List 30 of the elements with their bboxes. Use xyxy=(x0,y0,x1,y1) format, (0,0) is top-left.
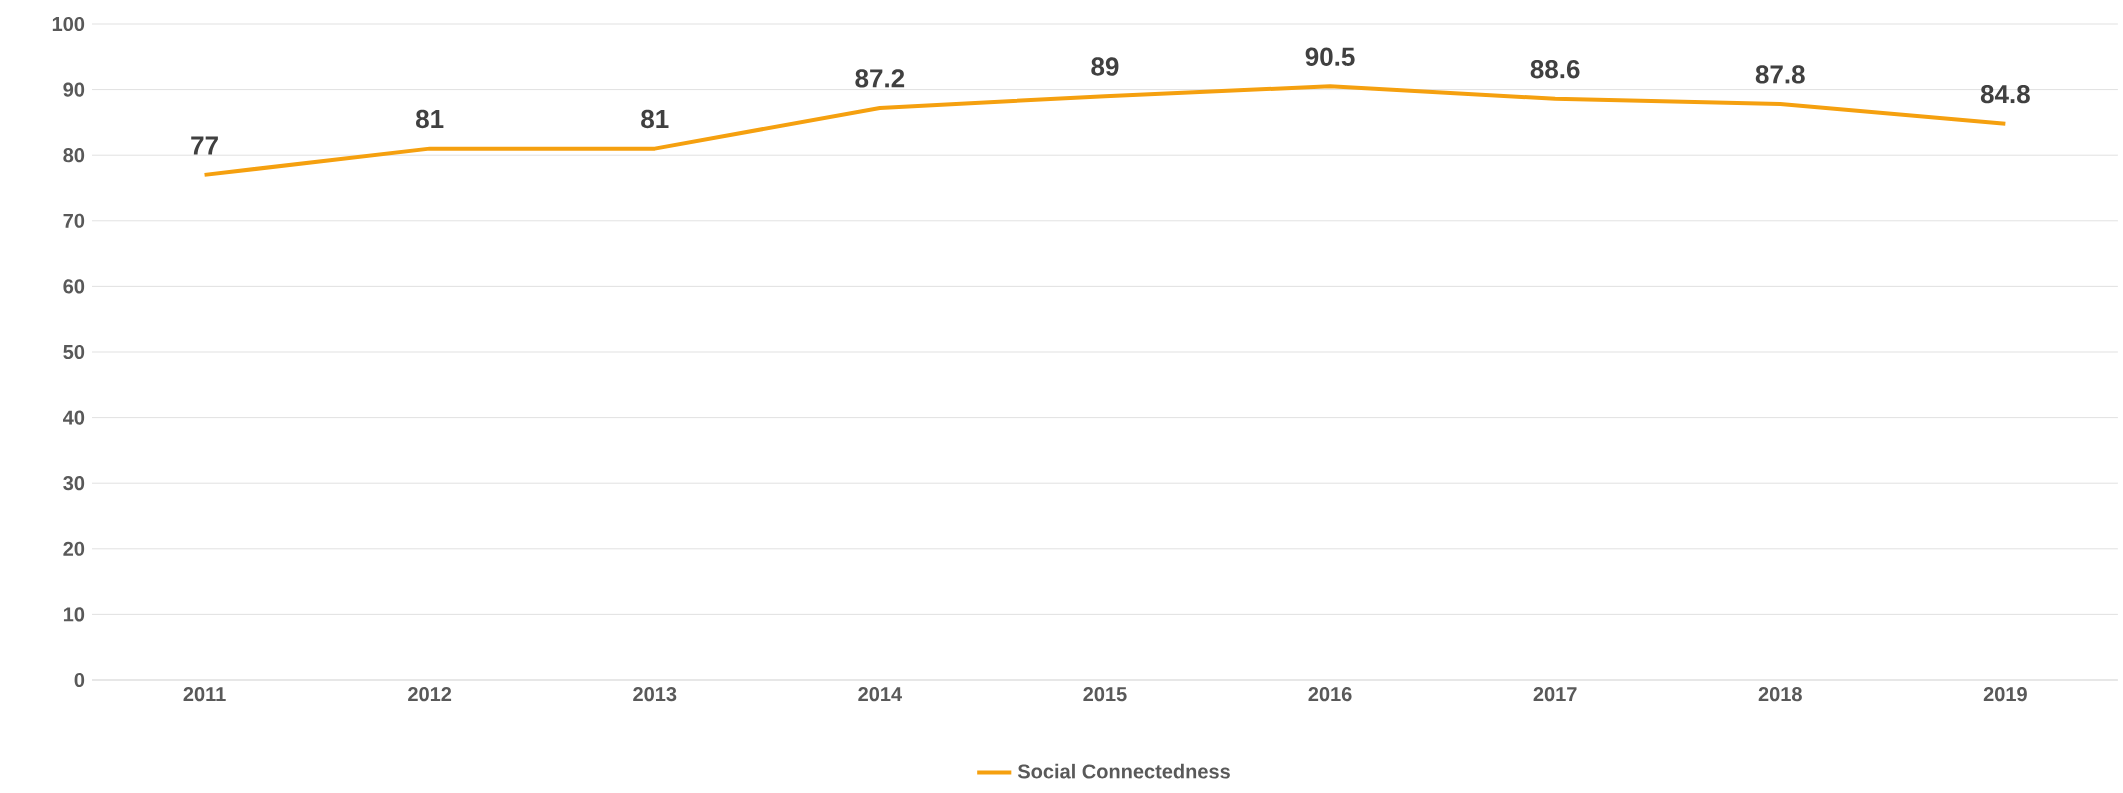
data-label: 88.6 xyxy=(1530,59,1580,79)
x-tick-label: 2017 xyxy=(1533,687,1577,702)
x-tick-label: 2015 xyxy=(1083,687,1127,702)
data-label: 84.8 xyxy=(1980,84,2030,104)
x-tick-label: 2014 xyxy=(858,687,902,702)
y-tick-label: 70 xyxy=(63,213,85,228)
y-tick-label: 80 xyxy=(63,148,85,163)
y-tick-label: 50 xyxy=(63,344,85,360)
y-tick-label: 10 xyxy=(63,607,85,622)
legend-label: Social Connectedness xyxy=(1017,763,1230,779)
data-label: 87.2 xyxy=(855,69,905,88)
x-tick-label: 2019 xyxy=(1983,687,2027,702)
y-tick-label: 40 xyxy=(63,410,85,425)
x-tick-label: 2013 xyxy=(633,687,677,702)
data-label: 81 xyxy=(641,109,669,129)
data-label: 77 xyxy=(191,136,218,155)
x-tick-label: 2016 xyxy=(1308,687,1352,702)
y-tick-label: 20 xyxy=(63,541,85,556)
x-tick-label: 2018 xyxy=(1758,687,1802,702)
y-tick-label: 100 xyxy=(52,16,85,32)
y-tick-label: 30 xyxy=(63,476,85,491)
data-label: 87.8 xyxy=(1755,65,1805,84)
y-tick-label: 90 xyxy=(63,82,85,97)
y-tick-label: 60 xyxy=(63,279,85,294)
data-label: 81 xyxy=(416,109,444,129)
data-label: 89 xyxy=(1091,57,1119,76)
y-tick-label: 0 xyxy=(74,672,85,688)
x-tick-label: 2012 xyxy=(408,687,452,702)
data-label: 90.5 xyxy=(1305,47,1355,66)
x-tick-label: 2011 xyxy=(183,687,226,702)
